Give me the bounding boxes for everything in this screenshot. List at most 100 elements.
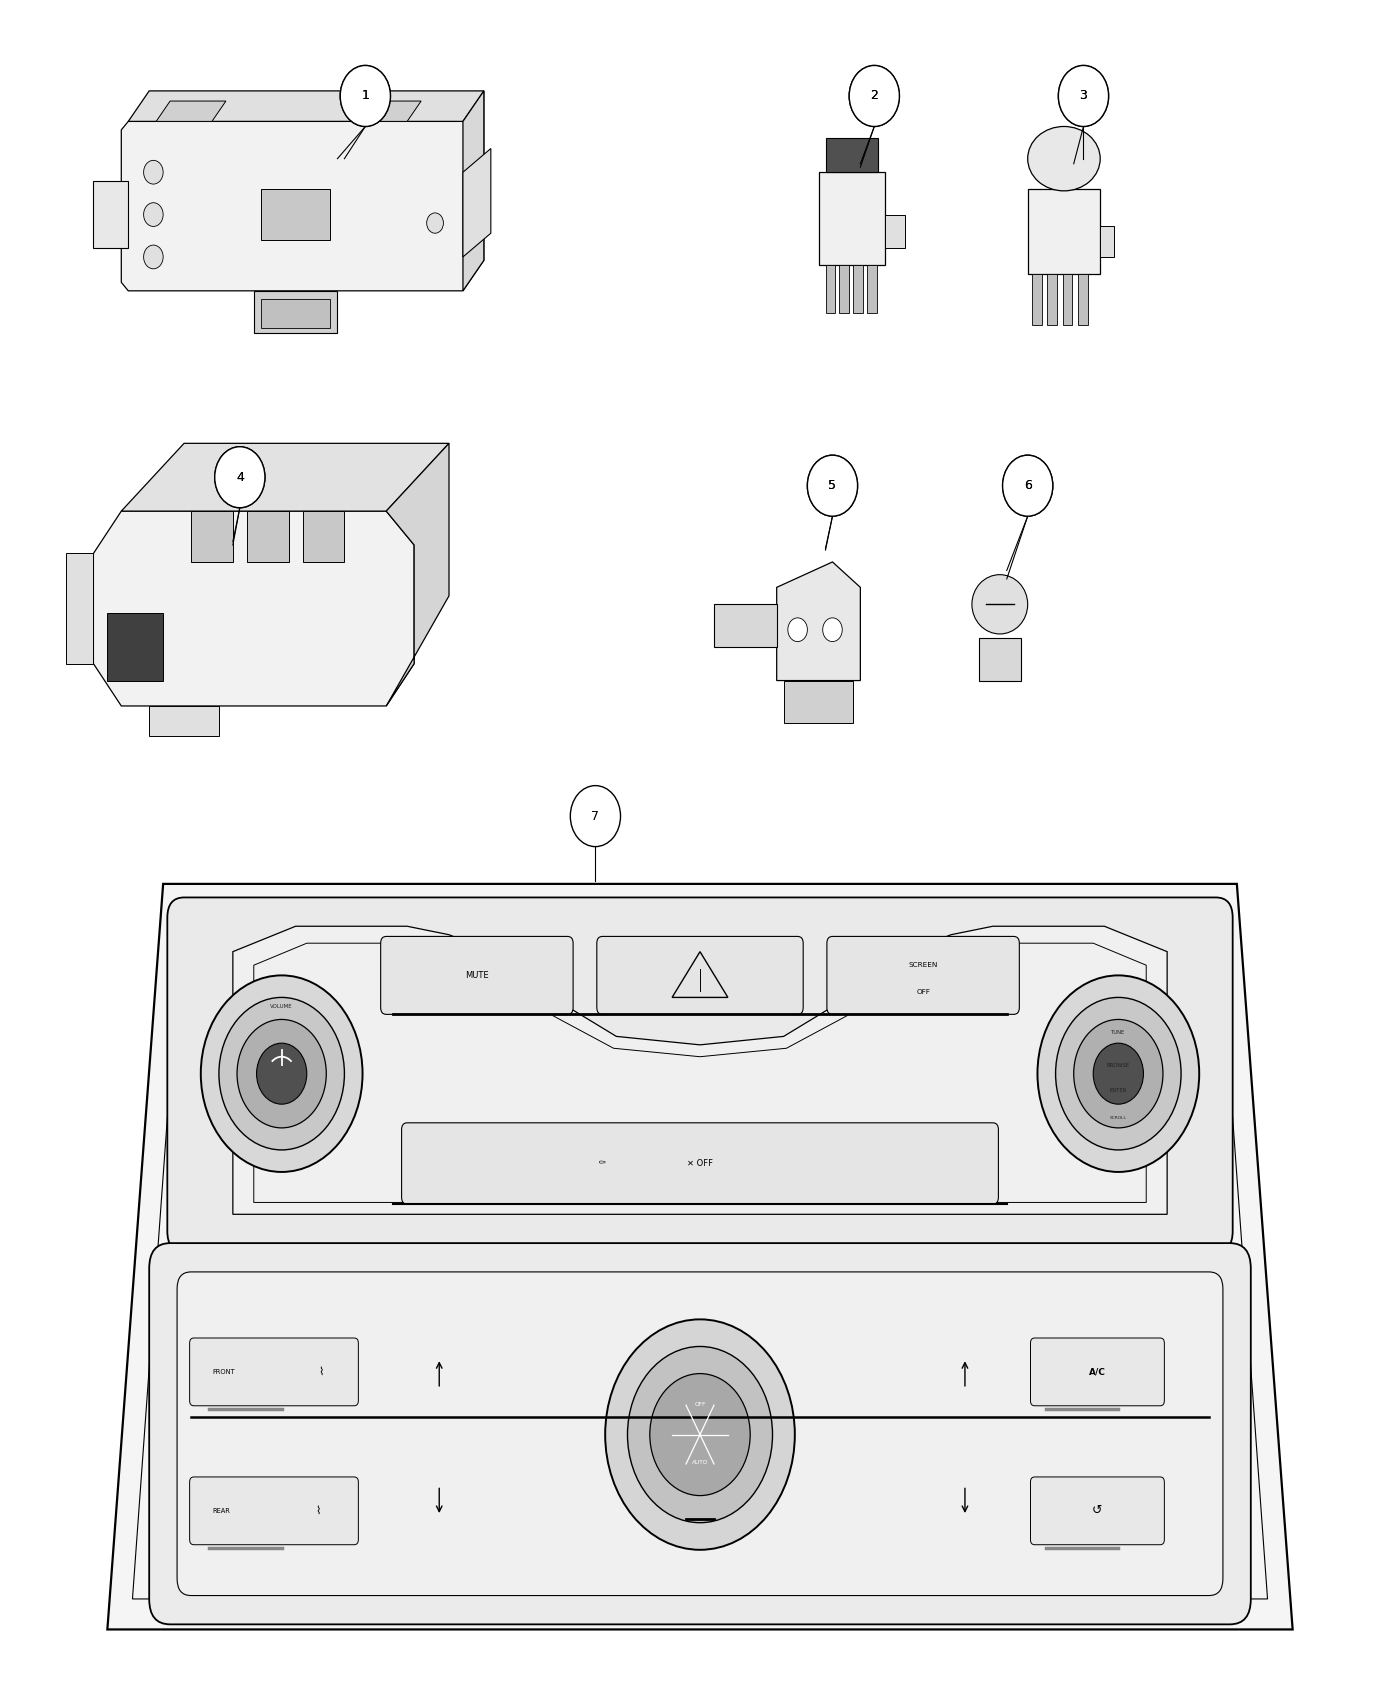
Text: AUTO: AUTO <box>692 1460 708 1465</box>
Polygon shape <box>979 638 1021 680</box>
Circle shape <box>1002 456 1053 517</box>
Polygon shape <box>826 138 878 172</box>
Polygon shape <box>94 512 414 706</box>
Text: BROWSE: BROWSE <box>1107 1062 1130 1068</box>
Polygon shape <box>463 90 484 291</box>
Text: A/C: A/C <box>1089 1367 1106 1377</box>
Polygon shape <box>260 189 330 240</box>
Ellipse shape <box>1028 126 1100 190</box>
Circle shape <box>650 1374 750 1496</box>
FancyBboxPatch shape <box>381 937 573 1015</box>
Text: 6: 6 <box>1023 479 1032 493</box>
Polygon shape <box>777 563 861 680</box>
Polygon shape <box>1100 226 1114 257</box>
Text: 6: 6 <box>1023 479 1032 493</box>
Text: 5: 5 <box>829 479 836 493</box>
Text: REAR: REAR <box>211 1508 230 1513</box>
Text: MUTE: MUTE <box>465 971 489 979</box>
Text: SCROLL: SCROLL <box>1110 1115 1127 1120</box>
FancyBboxPatch shape <box>1030 1477 1165 1545</box>
Circle shape <box>340 66 391 126</box>
Text: ✕ OFF: ✕ OFF <box>687 1159 713 1168</box>
Polygon shape <box>108 884 1292 1629</box>
Text: ⌇: ⌇ <box>315 1506 321 1516</box>
Polygon shape <box>66 554 94 663</box>
Polygon shape <box>351 100 421 121</box>
Polygon shape <box>157 100 225 121</box>
Text: 7: 7 <box>591 809 599 823</box>
Text: 4: 4 <box>235 471 244 484</box>
Text: TUNE: TUNE <box>1112 1030 1126 1035</box>
Polygon shape <box>302 512 344 563</box>
Circle shape <box>808 456 858 517</box>
Polygon shape <box>122 444 449 512</box>
Text: OFF: OFF <box>916 989 930 994</box>
Text: ENTER: ENTER <box>1110 1088 1127 1093</box>
Circle shape <box>1002 456 1053 517</box>
Text: ⌇: ⌇ <box>318 1367 323 1377</box>
Circle shape <box>605 1319 795 1550</box>
FancyBboxPatch shape <box>827 937 1019 1015</box>
FancyBboxPatch shape <box>150 1243 1250 1625</box>
Polygon shape <box>150 706 218 736</box>
Circle shape <box>214 447 265 508</box>
FancyBboxPatch shape <box>1030 1338 1165 1406</box>
Ellipse shape <box>972 575 1028 634</box>
Polygon shape <box>1047 274 1057 325</box>
Circle shape <box>627 1346 773 1523</box>
Circle shape <box>218 998 344 1149</box>
Polygon shape <box>819 172 885 265</box>
FancyBboxPatch shape <box>189 1338 358 1406</box>
Polygon shape <box>854 265 864 313</box>
Circle shape <box>1056 998 1182 1149</box>
Text: 1: 1 <box>361 90 370 102</box>
Polygon shape <box>232 927 1168 1214</box>
Polygon shape <box>714 604 777 646</box>
Circle shape <box>1074 1020 1163 1127</box>
Polygon shape <box>1063 274 1072 325</box>
Circle shape <box>144 245 164 269</box>
Text: 2: 2 <box>871 90 878 102</box>
Polygon shape <box>840 265 850 313</box>
Text: 4: 4 <box>235 471 244 484</box>
Text: 2: 2 <box>871 90 878 102</box>
Polygon shape <box>260 299 330 328</box>
Polygon shape <box>1078 274 1088 325</box>
Text: OFF: OFF <box>694 1402 706 1408</box>
Circle shape <box>214 447 265 508</box>
Polygon shape <box>885 214 904 248</box>
Circle shape <box>1058 66 1109 126</box>
Circle shape <box>427 212 444 233</box>
FancyBboxPatch shape <box>189 1477 358 1545</box>
Polygon shape <box>253 291 337 333</box>
Text: 3: 3 <box>1079 90 1088 102</box>
Polygon shape <box>246 512 288 563</box>
FancyBboxPatch shape <box>402 1122 998 1204</box>
Circle shape <box>200 976 363 1171</box>
Circle shape <box>237 1020 326 1127</box>
Polygon shape <box>94 180 129 248</box>
Text: ⚰: ⚰ <box>598 1158 606 1168</box>
Text: FRONT: FRONT <box>211 1368 235 1375</box>
Text: 1: 1 <box>361 90 370 102</box>
Circle shape <box>850 66 899 126</box>
Polygon shape <box>463 148 491 257</box>
Polygon shape <box>1032 274 1042 325</box>
Polygon shape <box>190 512 232 563</box>
Circle shape <box>1058 66 1109 126</box>
Polygon shape <box>826 265 836 313</box>
FancyBboxPatch shape <box>168 898 1232 1251</box>
Text: VOLUME: VOLUME <box>270 1005 293 1010</box>
Text: ↺: ↺ <box>1092 1504 1103 1518</box>
Circle shape <box>256 1044 307 1105</box>
FancyBboxPatch shape <box>176 1272 1224 1596</box>
Text: 3: 3 <box>1079 90 1088 102</box>
Circle shape <box>144 202 164 226</box>
Circle shape <box>850 66 899 126</box>
Circle shape <box>823 617 843 641</box>
Circle shape <box>808 456 858 517</box>
Polygon shape <box>129 90 484 121</box>
Circle shape <box>1093 1044 1144 1105</box>
FancyBboxPatch shape <box>596 937 804 1015</box>
Circle shape <box>788 617 808 641</box>
